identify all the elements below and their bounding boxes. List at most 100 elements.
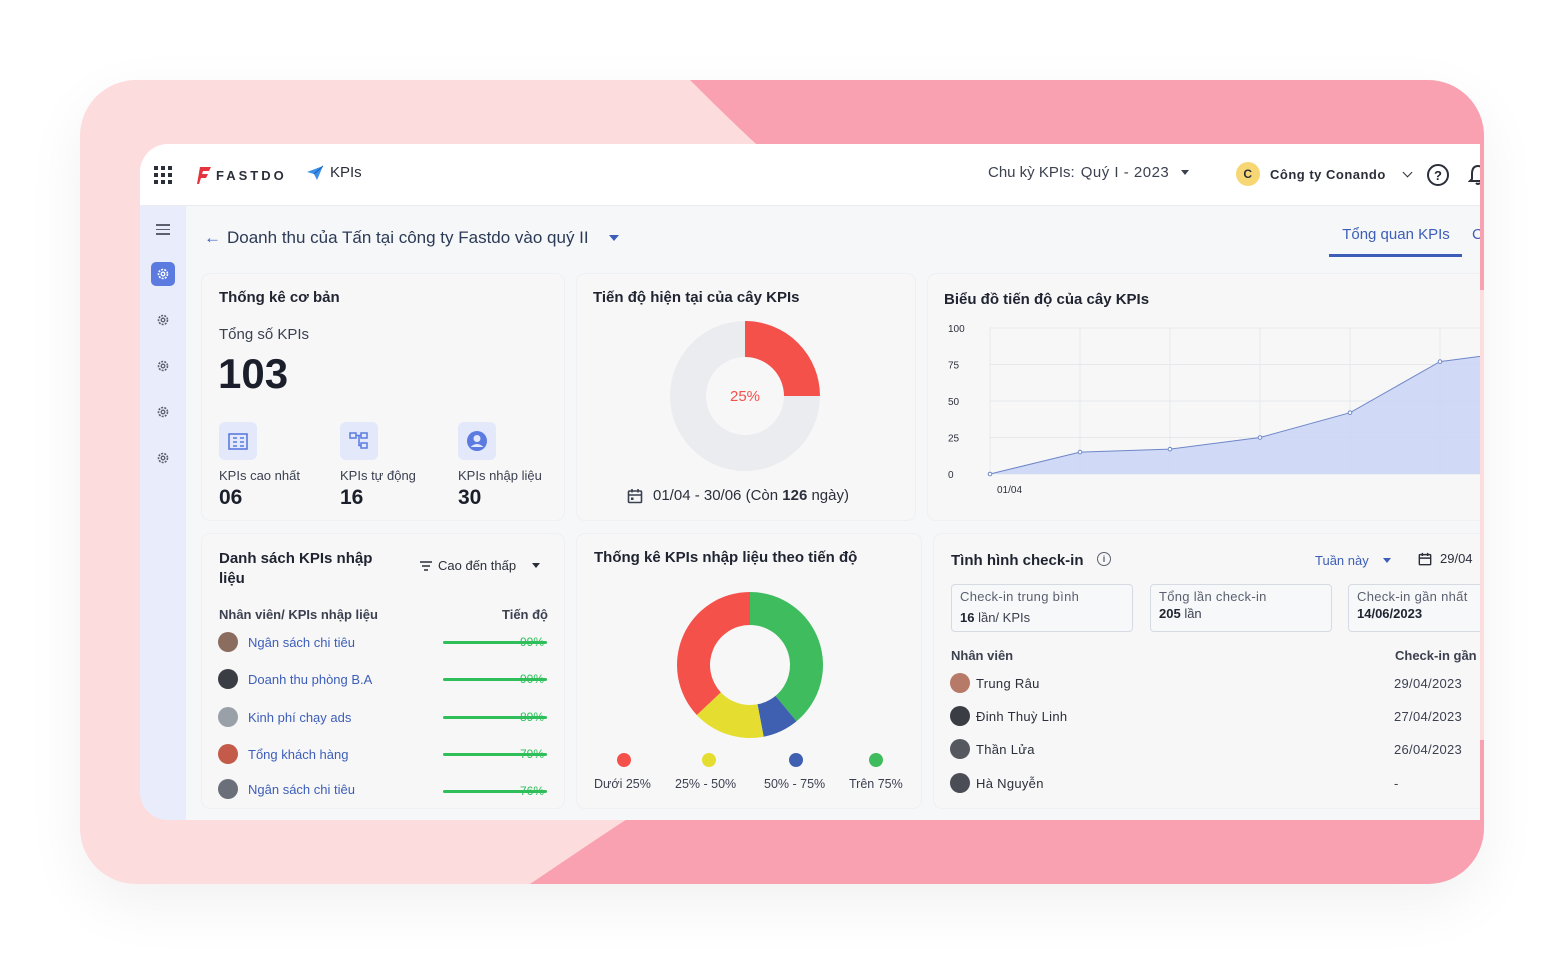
card-title: Tiến độ hiện tại của cây KPIs — [593, 289, 800, 306]
progress-bar — [443, 716, 547, 719]
stat-unit: lần/ KPIs — [974, 610, 1031, 625]
gear-icon — [157, 268, 169, 280]
gear-icon — [157, 452, 169, 464]
stat-box: Check-in trung bình 16 lần/ KPIs — [951, 584, 1133, 632]
total-kpis-label: Tổng số KPIs — [219, 326, 310, 343]
list-item[interactable]: Doanh thu phòng B.A 90% — [218, 667, 548, 691]
progress-percent: 90% — [520, 672, 545, 686]
brand-logo[interactable]: FASTDO — [196, 164, 287, 186]
help-icon[interactable]: ? — [1427, 164, 1449, 186]
sidebar-item-1[interactable] — [151, 262, 175, 286]
checkin-card: Tình hình check-in i Tuần này 29/04 Chec… — [934, 534, 1480, 808]
back-arrow-icon[interactable]: ← — [204, 228, 221, 247]
stat-value: 205 — [1159, 606, 1181, 621]
y-tick-label: 25 — [948, 434, 960, 445]
sidebar-item-3[interactable] — [151, 354, 175, 378]
building-icon — [219, 422, 257, 460]
tab-next[interactable]: C — [1472, 226, 1480, 243]
total-kpis-value: 103 — [218, 350, 289, 397]
company-selector[interactable]: C Công ty Conando — [1236, 162, 1413, 186]
page-title[interactable]: ← Doanh thu của Tấn tại công ty Fastdo v… — [204, 228, 619, 248]
y-tick-label: 75 — [948, 361, 960, 372]
avatar — [218, 779, 238, 799]
cycle-selector[interactable]: Chu kỳ KPIs: Quý I - 2023 — [988, 164, 1190, 181]
avatar — [218, 707, 238, 727]
tab-active-indicator — [1329, 254, 1462, 257]
stat-value: 16 — [960, 610, 975, 625]
stat-value: 14/06/2023 — [1357, 606, 1423, 621]
sidebar-item-4[interactable] — [151, 400, 175, 424]
gear-icon — [157, 406, 169, 418]
table-row[interactable]: Trung Râu 29/04/2023 — [950, 671, 1480, 695]
sort-dropdown[interactable]: Cao đến thấp — [420, 558, 541, 573]
column-header-last-checkin: Check-in gần — [1395, 648, 1477, 663]
caret-down-icon — [532, 563, 541, 568]
sidebar — [140, 206, 186, 820]
kpi-stat-value: 06 — [219, 486, 243, 509]
list-item[interactable]: Ngân sách chi tiêu 76% — [218, 779, 548, 799]
legend-dot — [869, 753, 883, 767]
legend-label: 50% - 75% — [764, 777, 826, 791]
card-title: Biểu đồ tiến độ của cây KPIs — [944, 291, 1150, 308]
brand-name: FASTDO — [216, 167, 287, 183]
apps-grid-icon[interactable] — [154, 166, 172, 184]
stat-unit: lần — [1180, 606, 1202, 621]
avatar — [950, 706, 970, 726]
gear-icon — [157, 360, 169, 372]
kpi-name: Ngân sách chi tiêu — [248, 781, 355, 797]
current-progress-card: Tiến độ hiện tại của cây KPIs 25% 01/04 … — [577, 274, 915, 520]
hierarchy-icon — [340, 422, 378, 460]
legend-label: Trên 75% — [849, 777, 903, 791]
sidebar-item-5[interactable] — [151, 446, 175, 470]
donut-segment — [757, 695, 797, 737]
date-range-text: 01/04 - 30/06 (Còn — [653, 487, 783, 504]
table-row[interactable]: Hà Nguyễn - — [950, 771, 1480, 795]
days-suffix: ngày) — [807, 487, 849, 504]
caret-down-icon — [1181, 170, 1190, 175]
menu-icon[interactable] — [156, 224, 170, 238]
period-dropdown[interactable]: Tuần này — [1315, 553, 1391, 568]
cycle-value: Quý I - 2023 — [1080, 164, 1170, 181]
info-icon[interactable]: i — [1097, 552, 1111, 566]
page-title-text: Doanh thu của Tấn tại công ty Fastdo vào… — [227, 228, 589, 247]
table-row[interactable]: Đinh Thuỳ Linh 27/04/2023 — [950, 704, 1480, 728]
date-picker[interactable]: 29/04 — [1418, 551, 1473, 566]
kpi-name: Kinh phí chạy ads — [248, 709, 352, 725]
bell-icon[interactable] — [1468, 164, 1480, 186]
stat-label: Tổng lần check-in — [1159, 589, 1267, 604]
avatar — [218, 632, 238, 652]
column-header-employee: Nhân viên — [951, 648, 1014, 663]
list-item[interactable]: Kinh phí chạy ads 89% — [218, 705, 548, 729]
data-point — [1077, 449, 1083, 455]
checkin-date: 29/04/2023 — [1394, 675, 1463, 691]
progress-bar — [443, 753, 547, 756]
kpi-stat-label: KPIs tự động — [340, 468, 416, 483]
card-title: Tình hình check-in — [951, 552, 1084, 569]
gear-icon — [157, 314, 169, 326]
checkin-date: 27/04/2023 — [1394, 708, 1463, 724]
area-fill — [990, 356, 1480, 474]
employee-name: Đinh Thuỳ Linh — [976, 708, 1068, 724]
tab-overview[interactable]: Tổng quan KPIs — [1342, 226, 1450, 243]
table-row[interactable]: Thần Lửa 26/04/2023 — [950, 737, 1480, 761]
basic-stats-card: Thống kê cơ bản Tổng số KPIs 103 KPIs ca… — [202, 274, 564, 520]
sidebar-item-2[interactable] — [151, 308, 175, 332]
card-title: Thống kê KPIs nhập liệu theo tiến độ — [594, 549, 858, 566]
stat-box: Check-in gần nhất 14/06/2023 — [1348, 584, 1480, 632]
donut-segment — [750, 592, 823, 722]
app-switcher[interactable]: KPIs — [306, 164, 362, 181]
progress-bar — [443, 790, 547, 793]
company-name: Công ty Conando — [1270, 166, 1386, 182]
list-item[interactable]: Tổng khách hàng 79% — [218, 742, 548, 766]
avatar — [218, 744, 238, 764]
donut-segment — [677, 592, 750, 715]
y-tick-label: 50 — [948, 397, 960, 408]
fastdo-logo-icon — [197, 167, 211, 184]
calendar-icon — [627, 488, 643, 503]
progress-percent: 76% — [520, 784, 545, 798]
list-item[interactable]: Ngân sách chi tiêu 99% — [218, 630, 548, 654]
kpi-name: Doanh thu phòng B.A — [248, 671, 373, 687]
sort-label: Cao đến thấp — [438, 558, 517, 573]
x-tick-label: 01/04 — [997, 485, 1022, 496]
